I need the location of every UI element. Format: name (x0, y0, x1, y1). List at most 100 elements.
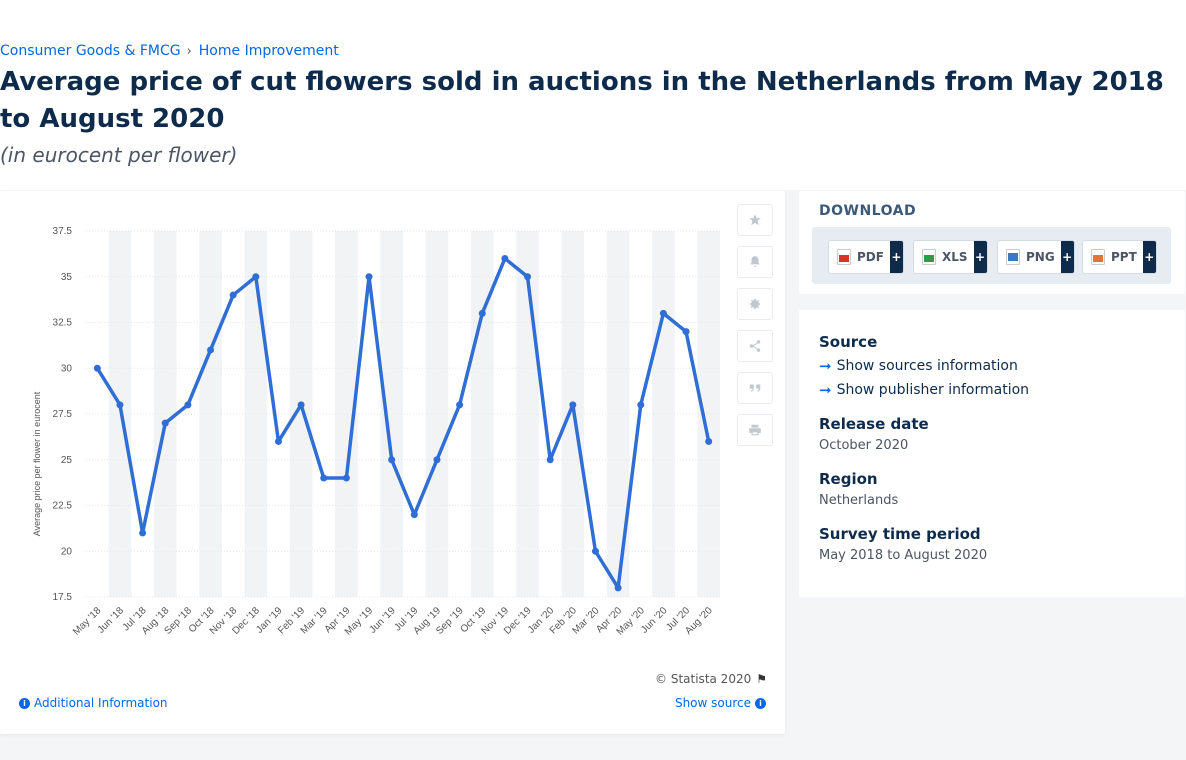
download-card: DOWNLOAD PDF + XLS + PNG + (799, 191, 1185, 294)
column-band (425, 231, 449, 597)
bell-icon (750, 256, 760, 268)
data-point (93, 364, 101, 372)
header-area (0, 0, 1186, 190)
line-chart: 17.5 20 22.5 25 27.5 30 32.5 35 37.5 Average pric… (32, 226, 720, 638)
info-card: Source ➞ Show sources information ➞ Show… (799, 310, 1185, 597)
breadcrumb-link-home-improvement[interactable]: Home Improvement (198, 43, 339, 59)
download-xls-label-wrap: XLS (914, 241, 974, 273)
arrow-right-icon: ➞ (819, 381, 832, 399)
download-pdf-label: PDF (857, 250, 884, 264)
download-xls-plus[interactable]: + (973, 241, 987, 273)
breadcrumb-link-consumer-goods[interactable]: Consumer Goods & FMCG (0, 43, 181, 59)
release-date-label: Release date (819, 415, 929, 433)
show-source-link[interactable]: Show source i (675, 696, 766, 710)
data-point (139, 529, 147, 537)
breadcrumb-separator: › (186, 43, 192, 59)
share-button[interactable] (737, 330, 773, 362)
download-png-plus[interactable]: + (1060, 241, 1074, 273)
print-button[interactable] (737, 414, 773, 446)
additional-info-link[interactable]: i Additional Information (19, 696, 168, 710)
survey-period-label: Survey time period (819, 525, 981, 543)
show-sources-link[interactable]: ➞ Show sources information (819, 357, 1018, 375)
data-point (682, 328, 690, 336)
download-pdf-button[interactable]: PDF + (828, 240, 904, 274)
data-point (614, 584, 622, 592)
data-point (388, 456, 396, 464)
flag-icon[interactable]: ⚑ (756, 672, 767, 686)
data-point (637, 401, 645, 409)
gear-icon (749, 298, 761, 310)
show-publisher-link[interactable]: ➞ Show publisher information (819, 381, 1029, 399)
png-file-icon (1006, 249, 1020, 265)
column-band (199, 231, 222, 597)
quote-icon (749, 384, 761, 392)
page-subtitle: (in eurocent per flower) (0, 143, 238, 167)
star-icon (749, 214, 761, 226)
data-point (320, 474, 328, 482)
data-point (410, 511, 418, 519)
x-tick-label: Jun '19 (367, 605, 398, 636)
x-tick-label: Jun '18 (96, 605, 127, 636)
data-point (456, 401, 464, 409)
additional-info-label: Additional Information (34, 696, 168, 710)
source-label: Source (819, 333, 878, 351)
notification-button[interactable] (737, 246, 773, 278)
data-point (546, 456, 554, 464)
y-tick-label: 32.5 (53, 318, 73, 329)
data-point (591, 547, 599, 555)
chart-card: 17.5 20 22.5 25 27.5 30 32.5 35 37.5 Average pric… (0, 191, 785, 734)
region-value: Netherlands (819, 493, 899, 508)
data-point (184, 401, 192, 409)
data-point (501, 254, 509, 262)
arrow-right-icon: ➞ (819, 357, 832, 375)
print-icon (749, 424, 761, 436)
download-png-button[interactable]: PNG + (997, 240, 1075, 274)
info-icon: i (755, 697, 766, 709)
download-xls-button[interactable]: XLS + (913, 240, 988, 274)
download-pdf-plus[interactable]: + (889, 241, 903, 273)
column-band (289, 231, 313, 597)
release-date-value: October 2020 (819, 438, 909, 453)
column-band (697, 231, 720, 597)
download-ppt-plus[interactable]: + (1142, 241, 1156, 273)
download-bar: PDF + XLS + PNG + PPT + (812, 227, 1171, 284)
cite-button[interactable] (737, 372, 773, 404)
y-axis-title: Average price per flower in eurocent (32, 391, 42, 536)
download-ppt-label-wrap: PPT (1083, 241, 1143, 273)
copyright-notice: © Statista 2020 ⚑ (655, 672, 767, 686)
breadcrumb: Consumer Goods & FMCG › Home Improvement (0, 43, 339, 59)
show-publisher-label: Show publisher information (836, 382, 1030, 398)
download-png-label: PNG (1026, 250, 1055, 264)
data-point (229, 291, 237, 299)
y-tick-label: 20 (61, 546, 73, 557)
data-point (705, 437, 713, 445)
y-tick-label: 25 (61, 455, 73, 466)
data-point (274, 437, 282, 445)
data-point (342, 474, 350, 482)
y-tick-label: 35 (61, 272, 73, 283)
data-point (297, 401, 305, 409)
favorite-button[interactable] (737, 204, 773, 236)
region-label: Region (819, 470, 878, 488)
download-ppt-button[interactable]: PPT + (1082, 240, 1157, 274)
data-point (569, 401, 577, 409)
chart-toolbar (737, 204, 773, 456)
y-tick-label: 37.5 (53, 226, 73, 237)
share-icon (749, 340, 761, 352)
data-point (524, 273, 532, 281)
info-icon: i (19, 697, 30, 709)
x-tick-label: Jun '20 (639, 605, 670, 636)
download-xls-label: XLS (942, 250, 968, 264)
column-band (652, 231, 675, 597)
settings-button[interactable] (737, 288, 773, 320)
page-title: Average price of cut flowers sold in auc… (0, 67, 1164, 134)
pdf-file-icon (837, 249, 851, 265)
data-point (433, 456, 441, 464)
show-source-label: Show source (674, 696, 751, 710)
data-point (207, 346, 215, 354)
y-tick-label: 22.5 (53, 501, 73, 512)
data-point (161, 419, 169, 427)
y-tick-label: 27.5 (53, 409, 73, 420)
ppt-file-icon (1091, 249, 1105, 265)
column-band (335, 231, 358, 597)
